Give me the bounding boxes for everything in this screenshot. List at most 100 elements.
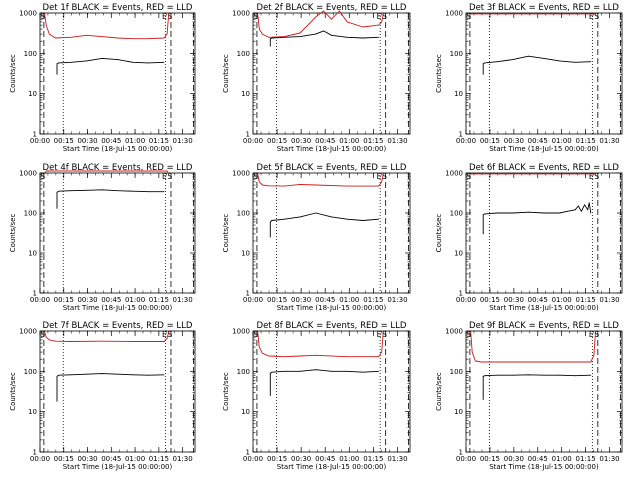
lld-point: [55, 170, 56, 172]
lld-point: [257, 173, 259, 175]
y-tick-label: 1: [459, 290, 463, 298]
events-point: [346, 36, 348, 38]
events-point: [86, 189, 87, 191]
events-point: [512, 374, 514, 376]
events-point: [482, 399, 484, 400]
events-point: [574, 61, 576, 63]
events-point: [299, 36, 301, 37]
events-series-line: [269, 369, 379, 396]
marker-label: E: [162, 172, 167, 181]
events-point: [543, 212, 545, 214]
y-axis-label: Counts/sec: [222, 372, 230, 411]
x-axis-label: Start Time (18-Jul-15 00:00:00): [489, 145, 599, 153]
events-point: [482, 233, 484, 235]
lld-point: [381, 181, 383, 183]
x-tick-label: 00:45: [101, 455, 121, 463]
y-axis-label: Counts/sec: [435, 372, 443, 411]
lld-point: [595, 331, 596, 333]
events-point: [587, 209, 589, 211]
marker-label: S: [253, 330, 258, 339]
y-tick-label: 1: [246, 131, 250, 139]
x-tick-label: 01:15: [149, 137, 169, 145]
lld-point: [559, 13, 560, 15]
x-tick-label: 00:45: [101, 296, 121, 304]
x-tick-label: 01:30: [173, 137, 193, 145]
lld-point: [299, 183, 301, 185]
detector-panel: Det 8f BLACK = Events, RED = LLD 1 10 100 10…: [222, 321, 411, 471]
events-point: [117, 373, 118, 375]
lld-point: [559, 361, 560, 363]
lld-point: [262, 184, 263, 186]
events-series-line: [269, 30, 379, 47]
panel-title: Det 8f BLACK = Events, RED = LLD: [257, 321, 407, 331]
lld-point: [528, 13, 529, 15]
events-point: [496, 374, 498, 376]
marker-label: S: [253, 172, 258, 181]
y-axis-label: Counts/sec: [9, 372, 17, 411]
lld-point: [378, 185, 379, 187]
events-point: [70, 374, 72, 376]
x-tick-label: 00:30: [504, 455, 524, 463]
lld-point: [474, 173, 476, 175]
events-point: [590, 61, 592, 63]
lld-point: [471, 173, 473, 175]
y-axis-label: Counts/sec: [9, 54, 17, 93]
events-point: [271, 371, 273, 373]
x-tick-label: 00:00: [456, 137, 476, 145]
y-tick-label: 1: [246, 449, 250, 457]
x-tick-label: 01:15: [363, 296, 383, 304]
events-point: [101, 373, 103, 374]
lld-point: [148, 38, 149, 40]
plot-frame: [39, 330, 196, 453]
lld-series-line: [44, 331, 170, 342]
lld-point: [338, 10, 340, 12]
marker-label: S: [253, 12, 258, 21]
events-point: [269, 221, 271, 223]
events-point: [496, 212, 498, 214]
x-tick-label: 01:15: [149, 296, 169, 304]
x-tick-label: 00:30: [504, 296, 524, 304]
y-axis-label: Counts/sec: [222, 214, 230, 253]
lld-point: [166, 33, 168, 35]
marker-label: S: [594, 12, 599, 21]
detector-panel: Det 9f BLACK = Events, RED = LLD 1 10 100 10…: [435, 321, 623, 471]
lld-point: [470, 331, 472, 333]
events-point: [584, 204, 585, 206]
x-tick-label: 00:30: [77, 296, 97, 304]
lld-point: [590, 361, 592, 363]
x-tick-label: 00:15: [267, 296, 287, 304]
y-tick-label: 100: [237, 50, 250, 58]
events-point: [163, 61, 165, 63]
y-tick-label: 10: [241, 90, 250, 98]
y-tick-label: 1000: [232, 328, 250, 336]
panel-title: Det 9f BLACK = Events, RED = LLD: [469, 321, 619, 331]
events-point: [163, 191, 165, 193]
lld-point: [378, 24, 379, 26]
plot-frame: [465, 12, 623, 135]
y-tick-label: 1: [33, 449, 37, 457]
x-tick-label: 00:15: [480, 137, 500, 145]
lld-point: [45, 170, 47, 172]
events-point: [56, 63, 58, 65]
lld-point: [44, 331, 46, 333]
x-tick-label: 01:15: [363, 455, 383, 463]
x-tick-label: 00:45: [528, 455, 548, 463]
lld-point: [132, 170, 134, 172]
lld-point: [45, 24, 47, 26]
events-point: [528, 211, 529, 213]
marker-label: S: [167, 172, 172, 181]
y-tick-label: 1000: [445, 10, 463, 18]
events-point: [559, 60, 560, 62]
lld-series-line: [257, 10, 384, 38]
events-point: [346, 218, 348, 220]
marker-label: S: [382, 12, 387, 21]
x-tick-label: 00:30: [291, 296, 311, 304]
x-tick-label: 00:15: [267, 455, 287, 463]
x-tick-label: 01:15: [149, 455, 169, 463]
x-tick-label: 00:15: [54, 455, 74, 463]
lld-point: [48, 170, 50, 172]
lld-point: [268, 355, 270, 357]
lld-point: [593, 354, 595, 356]
lld-point: [70, 36, 72, 38]
y-tick-label: 1: [33, 131, 37, 139]
